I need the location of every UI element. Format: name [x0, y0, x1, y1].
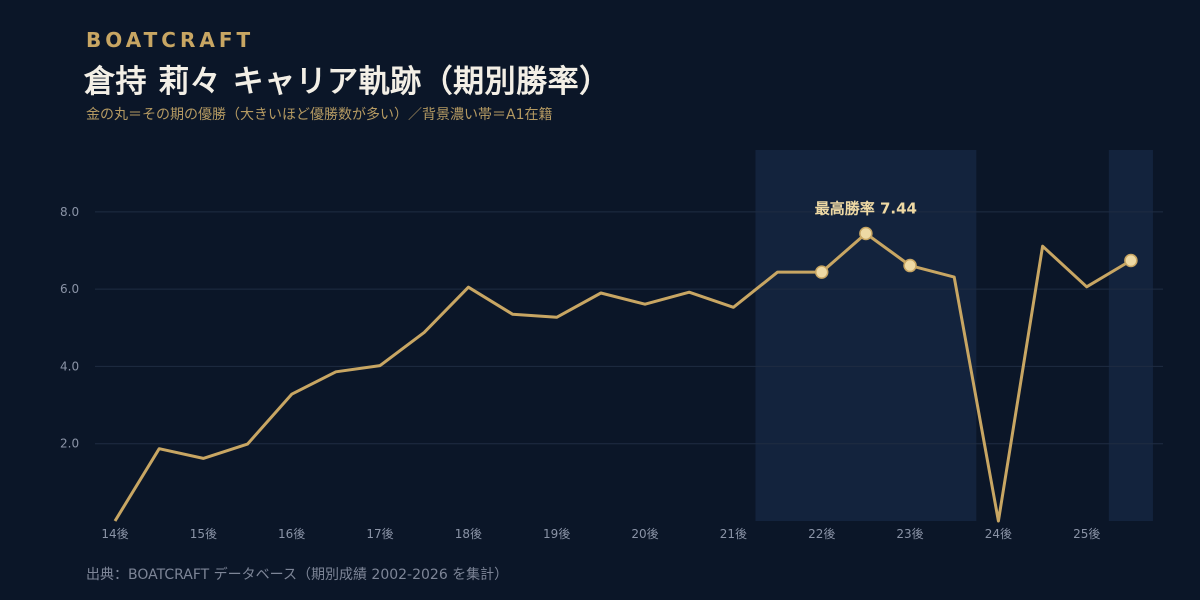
x-tick-label: 15後 [190, 527, 217, 541]
x-tick-label: 14後 [101, 527, 128, 541]
x-tick-label: 16後 [278, 527, 305, 541]
x-tick-label: 23後 [896, 527, 923, 541]
y-tick-label: 4.0 [60, 359, 79, 373]
x-tick-label: 22後 [808, 527, 835, 541]
x-tick-label: 17後 [366, 527, 393, 541]
x-tick-label: 18後 [455, 527, 482, 541]
y-tick-label: 6.0 [60, 282, 79, 296]
win-marker [859, 226, 873, 241]
win-markers [814, 226, 1138, 279]
grid-lines [95, 211, 1163, 445]
chart-title: 倉持 莉々 キャリア軌跡（期別勝率） [84, 64, 611, 100]
y-tick-label: 2.0 [60, 437, 79, 451]
source-note: 出典：BOATCRAFT データベース（期別成績 2002-2026 を集計） [86, 567, 509, 583]
series-line [113, 232, 1132, 523]
series-line [113, 232, 1132, 523]
x-tick-label: 25後 [1073, 527, 1100, 541]
chart-subtitle: 金の丸＝その期の優勝（大きいほど優勝数が多い）／背景濃い帯＝A1在籍 [86, 107, 553, 123]
max-rate-annotation: 最高勝率 7.44 [815, 199, 917, 217]
win-marker [903, 258, 917, 273]
a1-band [1108, 150, 1153, 521]
brand-label: BOATCRAFT [86, 28, 255, 52]
x-tick-label: 24後 [985, 527, 1012, 541]
win-marker [814, 265, 829, 279]
x-tick-label: 19後 [543, 527, 570, 541]
x-tick-label: 21後 [720, 527, 747, 541]
x-axis: 14後 15後 16後 17後 18後 19後 20後 21後 22後 23後 24後 25後 [101, 527, 1100, 541]
y-axis: 2.0 4.0 6.0 8.0 [60, 205, 79, 451]
x-tick-label: 20後 [631, 527, 658, 541]
win-marker [1124, 253, 1138, 268]
annotations: 最高勝率 7.44 [815, 199, 917, 217]
y-tick-label: 8.0 [60, 205, 79, 219]
